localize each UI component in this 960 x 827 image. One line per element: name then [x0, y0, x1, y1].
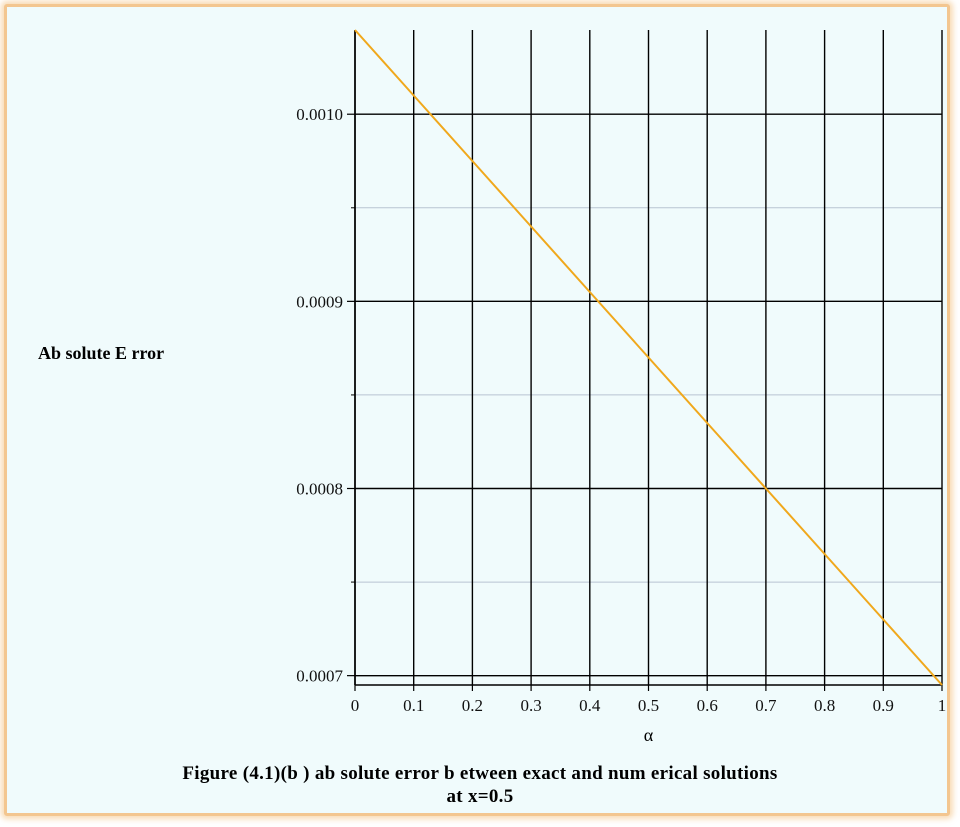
x-tick-label-6: 0.6: [697, 696, 718, 715]
y-tick-label-3: 0.0010: [296, 105, 343, 124]
y-tick-label-0: 0.0007: [296, 667, 343, 686]
x-tick-label-5: 0.5: [638, 696, 659, 715]
y-tick-label-2: 0.0009: [296, 292, 343, 311]
x-tick-label-7: 0.7: [755, 696, 777, 715]
x-tick-label-9: 0.9: [873, 696, 894, 715]
series-group: [354, 29, 943, 686]
axes: [347, 30, 943, 691]
x-tick-label-10: 1: [938, 696, 947, 715]
figure-frame: [4, 4, 950, 816]
x-tick-label-3: 0.3: [520, 696, 541, 715]
x-tick-labels: 0 0.1 0.2 0.3 0.4 0.5 0.6 0.7 0.8 0.9 1: [351, 696, 947, 715]
series-line-0: [354, 29, 943, 686]
figure-caption-line2: at x=0.5: [446, 786, 514, 807]
x-tick-label-8: 0.8: [814, 696, 835, 715]
y-axis-label: Ab solute E rror: [38, 343, 164, 363]
y-tick-labels: 0.0007 0.0008 0.0009 0.0010: [296, 105, 343, 685]
y-tick-label-1: 0.0008: [296, 480, 343, 499]
x-tick-label-0: 0: [351, 696, 360, 715]
x-tick-label-4: 0.4: [579, 696, 601, 715]
x-tick-label-2: 0.2: [462, 696, 483, 715]
x-tick-label-1: 0.1: [403, 696, 424, 715]
x-axis-label: α: [644, 725, 654, 745]
figure-caption-line1: Figure (4.1)(b ) ab solute error b etwee…: [182, 763, 778, 784]
